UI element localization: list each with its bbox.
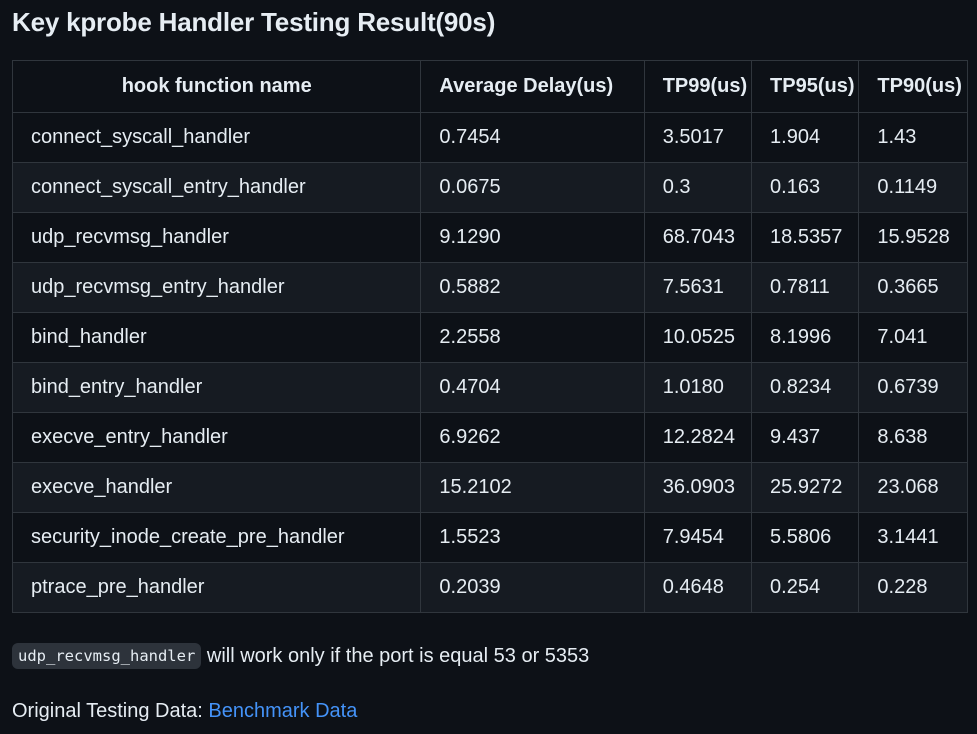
- cell-average-delay: 15.2102: [420, 462, 645, 513]
- cell-tp90: 7.041: [858, 312, 968, 363]
- table-row: udp_recvmsg_entry_handler 0.5882 7.5631 …: [11, 262, 968, 313]
- cell-tp99: 68.7043: [643, 212, 753, 263]
- cell-average-delay: 0.2039: [420, 562, 645, 613]
- cell-tp90: 0.1149: [858, 162, 968, 213]
- cell-hook-name: connect_syscall_entry_handler: [11, 162, 422, 213]
- cell-tp99: 3.5017: [643, 112, 753, 163]
- cell-tp99: 10.0525: [643, 312, 753, 363]
- header-average-delay: Average Delay(us): [420, 60, 645, 113]
- cell-tp90: 0.228: [858, 562, 968, 613]
- table-row: udp_recvmsg_handler 9.1290 68.7043 18.53…: [11, 212, 968, 263]
- cell-tp95: 9.437: [751, 412, 860, 463]
- cell-average-delay: 6.9262: [420, 412, 645, 463]
- cell-hook-name: bind_entry_handler: [11, 362, 422, 413]
- cell-tp99: 36.0903: [643, 462, 753, 513]
- cell-hook-name: execve_handler: [11, 462, 422, 513]
- port-note-text: will work only if the port is equal 53 o…: [201, 645, 590, 667]
- table-row: connect_syscall_handler 0.7454 3.5017 1.…: [11, 112, 968, 163]
- table-header-row: hook function name Average Delay(us) TP9…: [11, 60, 968, 113]
- cell-tp90: 0.6739: [858, 362, 968, 413]
- cell-average-delay: 0.7454: [420, 112, 645, 163]
- cell-average-delay: 0.4704: [420, 362, 645, 413]
- table-row: execve_entry_handler 6.9262 12.2824 9.43…: [11, 412, 968, 463]
- cell-tp95: 0.8234: [751, 362, 860, 413]
- source-label: Original Testing Data:: [12, 700, 209, 722]
- table-row: security_inode_create_pre_handler 1.5523…: [11, 512, 968, 563]
- table-row: bind_entry_handler 0.4704 1.0180 0.8234 …: [11, 362, 968, 413]
- source-note: Original Testing Data: Benchmark Data: [12, 696, 357, 726]
- cell-tp95: 25.9272: [751, 462, 860, 513]
- cell-hook-name: connect_syscall_handler: [11, 112, 422, 163]
- cell-tp99: 7.5631: [643, 262, 753, 313]
- cell-tp90: 0.3665: [858, 262, 968, 313]
- cell-average-delay: 2.2558: [420, 312, 645, 363]
- page-title: Key kprobe Handler Testing Result(90s): [12, 7, 496, 37]
- table-row: ptrace_pre_handler 0.2039 0.4648 0.254 0…: [11, 562, 968, 613]
- cell-average-delay: 9.1290: [420, 212, 645, 263]
- cell-hook-name: security_inode_create_pre_handler: [11, 512, 422, 563]
- inline-code-udp-recvmsg-handler: udp_recvmsg_handler: [12, 643, 202, 669]
- cell-tp99: 1.0180: [643, 362, 753, 413]
- cell-tp99: 0.3: [643, 162, 753, 213]
- cell-tp95: 5.5806: [751, 512, 860, 563]
- header-tp99: TP99(us): [643, 60, 753, 113]
- cell-tp95: 1.904: [751, 112, 860, 163]
- table-row: bind_handler 2.2558 10.0525 8.1996 7.041: [11, 312, 968, 363]
- table-row: execve_handler 15.2102 36.0903 25.9272 2…: [11, 462, 968, 513]
- results-table: hook function name Average Delay(us) TP9…: [11, 60, 968, 613]
- benchmark-data-link[interactable]: Benchmark Data: [208, 700, 358, 722]
- cell-tp90: 3.1441: [858, 512, 968, 563]
- header-hook-function-name: hook function name: [11, 60, 422, 113]
- cell-tp95: 8.1996: [751, 312, 860, 363]
- cell-tp90: 15.9528: [858, 212, 968, 263]
- cell-tp99: 7.9454: [643, 512, 753, 563]
- cell-tp95: 0.163: [751, 162, 860, 213]
- cell-tp95: 0.254: [751, 562, 860, 613]
- cell-average-delay: 1.5523: [420, 512, 645, 563]
- cell-tp90: 1.43: [858, 112, 968, 163]
- header-tp90: TP90(us): [858, 60, 968, 113]
- cell-tp95: 18.5357: [751, 212, 860, 263]
- cell-average-delay: 0.0675: [420, 162, 645, 213]
- cell-tp99: 12.2824: [643, 412, 753, 463]
- cell-hook-name: ptrace_pre_handler: [11, 562, 422, 613]
- cell-tp90: 8.638: [858, 412, 968, 463]
- cell-average-delay: 0.5882: [420, 262, 645, 313]
- table-row: connect_syscall_entry_handler 0.0675 0.3…: [11, 162, 968, 213]
- port-note: udp_recvmsg_handler will work only if th…: [12, 641, 589, 671]
- cell-hook-name: udp_recvmsg_entry_handler: [11, 262, 422, 313]
- cell-tp95: 0.7811: [751, 262, 860, 313]
- cell-tp99: 0.4648: [643, 562, 753, 613]
- header-tp95: TP95(us): [751, 60, 860, 113]
- cell-hook-name: bind_handler: [11, 312, 422, 363]
- cell-hook-name: execve_entry_handler: [11, 412, 422, 463]
- cell-hook-name: udp_recvmsg_handler: [11, 212, 422, 263]
- cell-tp90: 23.068: [858, 462, 968, 513]
